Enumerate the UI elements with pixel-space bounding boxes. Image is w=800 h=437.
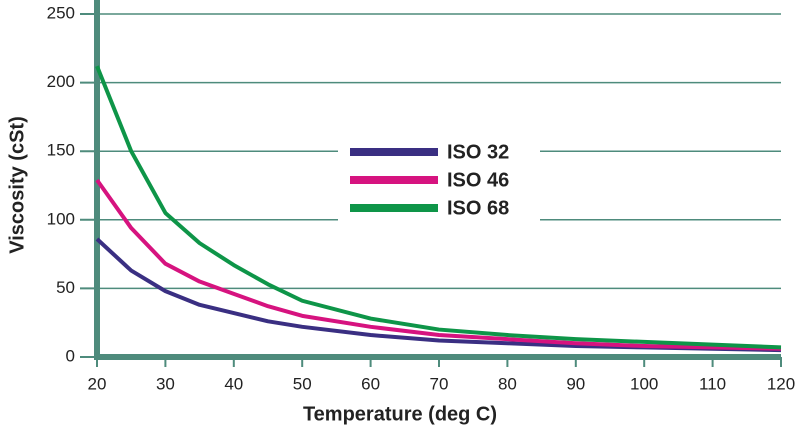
legend-label: ISO 46 [447,169,509,191]
series-line [95,178,782,351]
x-tick-label: 20 [88,374,107,393]
y-tick-label: 150 [47,141,75,160]
y-tick-label: 250 [47,3,75,22]
y-tick-label: 0 [66,346,75,365]
legend-label: ISO 32 [447,141,509,163]
x-tick-label: 30 [156,374,175,393]
y-axis-title: Viscosity (cSt) [6,116,28,253]
x-tick-label: 120 [767,374,795,393]
x-tick-label: 70 [430,374,449,393]
y-tick-label: 50 [56,278,75,297]
x-tick-label: 90 [566,374,585,393]
x-tick-label: 80 [498,374,517,393]
x-tick-label: 60 [361,374,380,393]
x-tick-label: 40 [224,374,243,393]
y-tick-label: 200 [47,72,75,91]
x-tick-label: 50 [293,374,312,393]
x-tick-label: 100 [630,374,658,393]
y-tick-label: 100 [47,209,75,228]
legend-label: ISO 68 [447,197,509,219]
x-tick-label: 110 [699,374,726,393]
x-axis-title: Temperature (deg C) [303,403,497,425]
series-line [95,65,782,350]
